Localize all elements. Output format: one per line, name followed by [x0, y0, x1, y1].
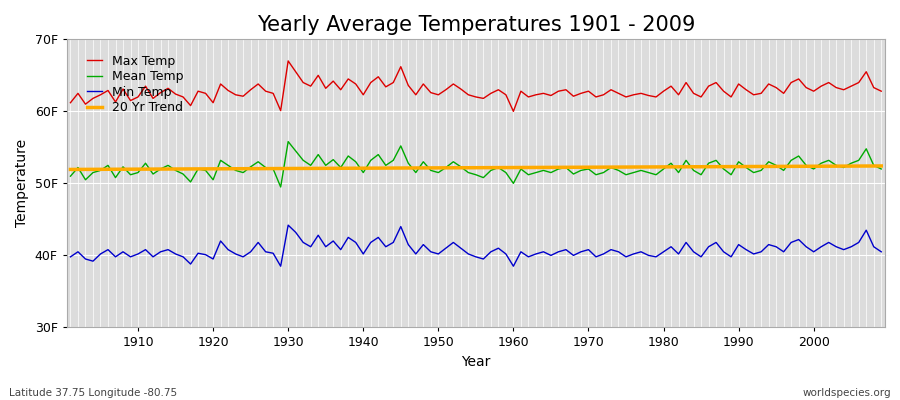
Min Temp [305, 244, 316, 249]
Line: Mean Temp: Mean Temp [70, 142, 881, 187]
Mean Temp [65, 174, 76, 178]
Mean Temp [613, 168, 624, 173]
Mean Temp [876, 166, 886, 171]
20 Yr Trend [730, 164, 741, 169]
Min Temp [876, 249, 886, 254]
Mean Temp [125, 172, 136, 177]
Line: 20 Yr Trend: 20 Yr Trend [70, 166, 881, 170]
Mean Temp [305, 163, 316, 168]
Text: Latitude 37.75 Longitude -80.75: Latitude 37.75 Longitude -80.75 [9, 388, 177, 398]
Min Temp [283, 223, 293, 228]
Mean Temp [523, 172, 534, 177]
20 Yr Trend [547, 165, 558, 170]
Min Temp [523, 254, 534, 259]
Max Temp [298, 80, 309, 85]
Text: worldspecies.org: worldspecies.org [803, 388, 891, 398]
Min Temp [350, 240, 361, 245]
Min Temp [613, 249, 624, 254]
20 Yr Trend [876, 164, 886, 168]
Max Temp [125, 98, 136, 103]
Mean Temp [275, 184, 286, 189]
20 Yr Trend [65, 167, 76, 172]
Max Temp [508, 109, 518, 114]
Title: Yearly Average Temperatures 1901 - 2009: Yearly Average Temperatures 1901 - 2009 [256, 15, 695, 35]
Mean Temp [350, 159, 361, 164]
Line: Max Temp: Max Temp [70, 61, 881, 111]
Mean Temp [516, 166, 526, 171]
20 Yr Trend [450, 165, 461, 170]
Max Temp [516, 89, 526, 94]
Min Temp [125, 254, 136, 259]
Max Temp [876, 89, 886, 94]
Min Temp [65, 254, 76, 259]
Legend: Max Temp, Mean Temp, Min Temp, 20 Yr Trend: Max Temp, Mean Temp, Min Temp, 20 Yr Tre… [81, 48, 190, 120]
Max Temp [613, 91, 624, 96]
Max Temp [343, 76, 354, 81]
Min Temp [516, 249, 526, 254]
Y-axis label: Temperature: Temperature [15, 139, 29, 228]
X-axis label: Year: Year [461, 355, 491, 369]
20 Yr Trend [504, 165, 515, 170]
Min Temp [275, 264, 286, 268]
20 Yr Trend [455, 165, 466, 170]
Line: Min Temp: Min Temp [70, 225, 881, 266]
Max Temp [523, 94, 534, 99]
Max Temp [65, 100, 76, 105]
Mean Temp [283, 139, 293, 144]
20 Yr Trend [856, 164, 867, 168]
Max Temp [283, 58, 293, 63]
